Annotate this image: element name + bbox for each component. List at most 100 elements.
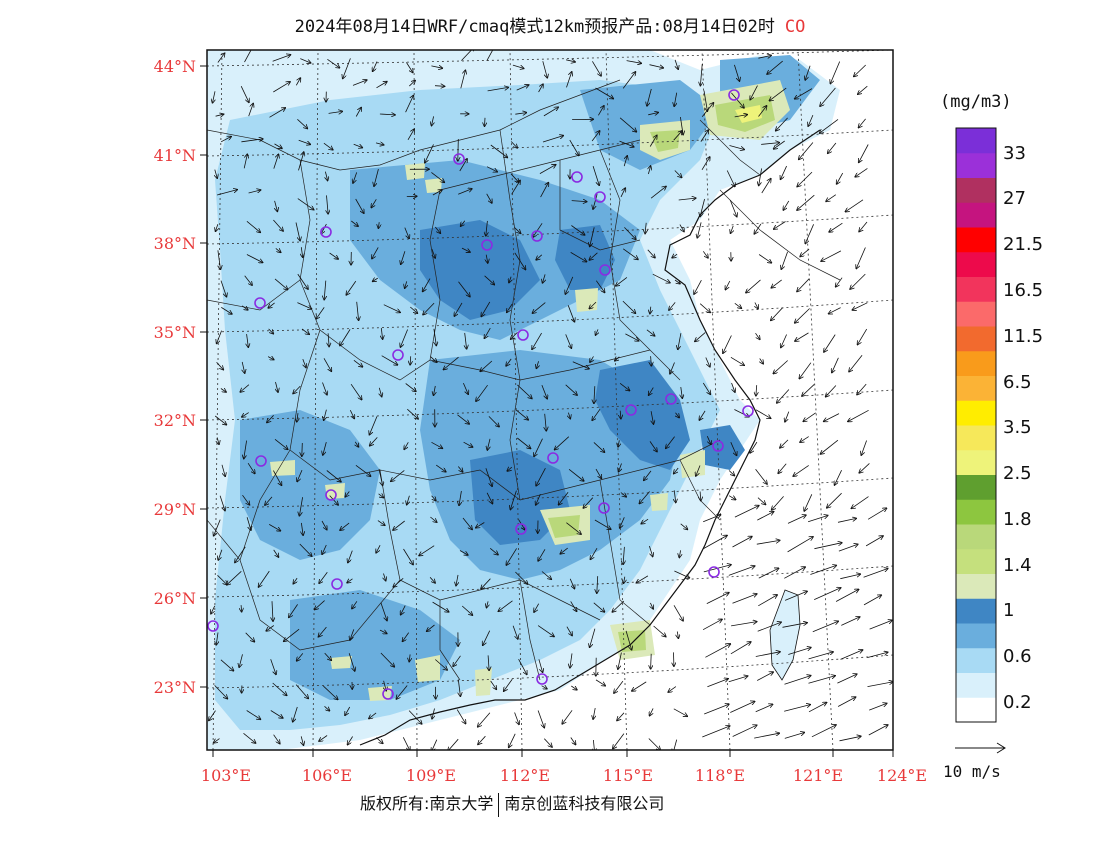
wind-arrow [783,200,790,210]
wind-arrow [707,679,728,688]
wind-arrow [432,601,449,612]
wind-arrow [345,491,349,497]
wind-arrow [858,328,868,345]
wind-arrow [241,605,242,612]
wind-arrow [405,383,416,392]
wind-arrow [355,108,361,117]
wind-arrow [214,685,228,698]
wind-arrow [517,437,530,449]
wind-arrow [355,441,358,447]
wind-arrow [543,107,558,117]
wind-arrow [239,654,243,667]
wind-arrow [216,190,237,196]
wind-arrow [731,622,757,627]
wind-arrow [514,252,526,270]
wind-arrow [704,704,729,715]
wind-arrow [541,571,551,580]
wind-arrow [247,462,255,473]
wind-arrow [619,117,636,132]
wind-arrow [761,143,779,145]
wind-arrow [461,247,470,252]
wind-arrow [373,278,379,281]
wind-arrow [490,144,508,158]
wind-arrow [324,280,326,300]
wind-arrow [649,387,654,396]
wind-arrow [673,131,682,141]
station-marker [481,239,493,251]
wind-arrow [246,517,251,530]
wind-arrow [566,522,581,535]
wind-arrow [666,436,675,449]
wind-arrow [350,383,362,399]
legend-swatch [956,598,996,624]
wind-arrow [221,307,232,314]
wind-arrow [755,704,773,713]
wind-arrow [648,113,658,115]
wind-arrow [829,222,843,232]
wind-arrow [597,576,598,593]
wind-arrow [272,55,291,62]
wind-arrow [324,706,330,711]
wind-arrow [651,411,653,424]
wind-arrow [391,470,405,481]
wind-arrow [622,300,636,313]
wind-arrow [300,58,310,63]
wind-arrow [649,64,664,68]
wind-arrow [646,329,655,336]
wind-arrow [829,307,841,314]
wind-arrow [514,712,519,725]
wind-arrow [869,620,892,630]
wind-arrow [699,410,706,420]
wind-arrow [462,517,472,529]
wind-arrow [486,220,488,236]
wind-arrow [592,165,599,185]
wind-arrow [246,710,261,720]
wind-arrow [651,356,652,366]
wind-arrow [316,307,325,318]
wind-arrow [645,222,646,234]
wind-arrow [795,332,809,341]
wind-arrow [730,701,754,713]
wind-arrow [618,440,619,447]
wind-arrow [730,642,751,655]
wind-arrow [651,653,652,669]
wind-arrow [729,199,737,217]
lat-label-35: 35°N [154,323,196,342]
legend-swatch [956,449,996,475]
wind-arrow [730,356,744,365]
wind-arrow [214,415,226,425]
wind-arrow [755,409,771,419]
wind-arrow [265,496,273,505]
wind-arrow [345,706,351,715]
wind-arrow [702,726,729,738]
wind-arrow [728,470,734,476]
longitude-labels: 103°E 106°E 109°E 112°E 115°E 118°E 121°… [201,766,927,785]
wind-arrow [343,58,351,78]
wind-arrow [559,492,569,505]
wind-arrow [837,674,856,684]
wind-arrow [275,248,281,252]
lon-label-109: 109°E [406,766,456,785]
wind-arrow [266,625,275,631]
wind-arrow [355,198,364,213]
wind-arrow [731,92,744,108]
wind-arrow [293,385,301,393]
map-title: 2024年08月14日WRF/cmaq模式12km预报产品:08月14日02时 C… [0,12,1100,37]
wind-arrow [593,739,594,750]
legend-swatch [956,647,996,673]
wind-arrow [776,117,788,131]
wind-arrow [434,385,436,395]
wind-arrow [217,575,228,584]
wind-arrow [242,361,245,373]
wind-arrow [571,686,577,690]
wind-arrow [483,630,491,646]
wind-arrow [826,194,837,202]
wind-arrow [303,358,306,367]
wind-arrow [217,250,221,269]
wind-arrow [697,222,702,237]
wind-arrow [592,61,601,76]
wind-arrow [431,441,443,448]
wind-arrow [830,61,841,84]
wind-arrow [323,685,337,699]
wind-arrow [706,436,711,444]
